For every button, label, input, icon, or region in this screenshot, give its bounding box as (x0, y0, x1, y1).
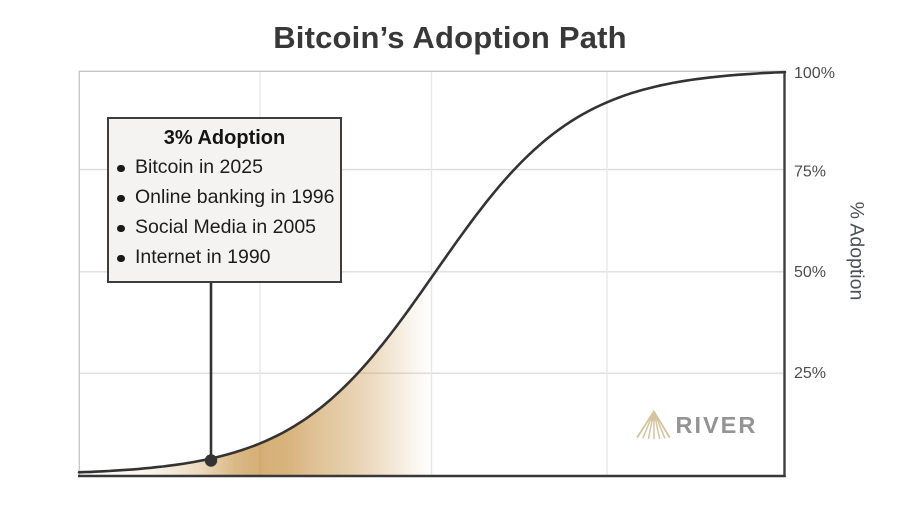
svg-text:RIVER: RIVER (676, 412, 758, 438)
svg-text:50%: 50% (794, 264, 826, 281)
svg-text:% Adoption: % Adoption (845, 202, 867, 301)
svg-text:25%: 25% (794, 365, 826, 382)
svg-text:100%: 100% (794, 65, 835, 82)
svg-text:75%: 75% (794, 163, 826, 180)
